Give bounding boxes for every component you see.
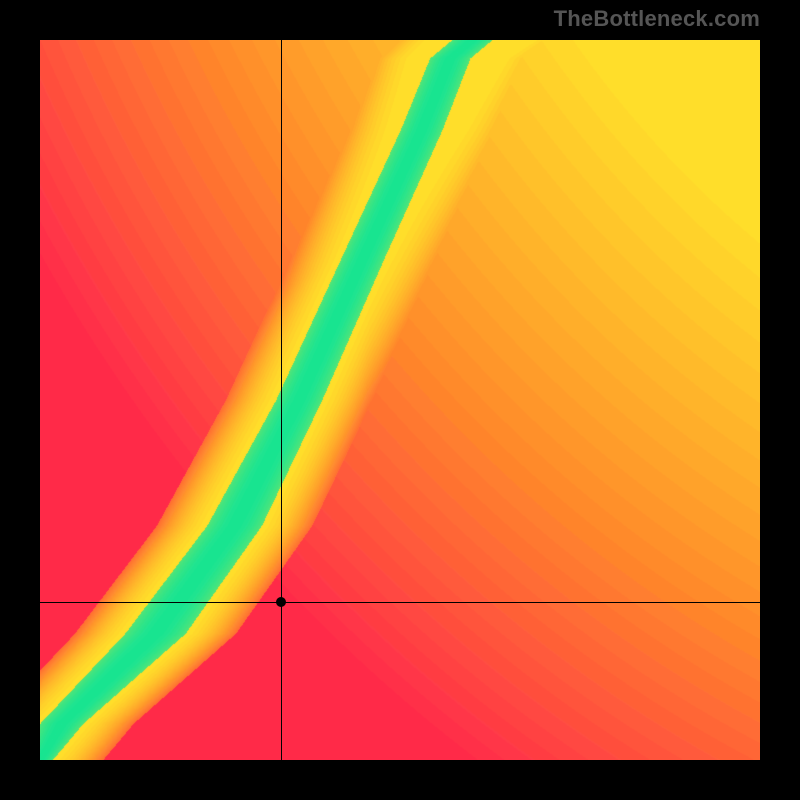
crosshair-marker — [276, 597, 286, 607]
plot-area — [40, 40, 760, 760]
heatmap-canvas — [40, 40, 760, 760]
chart-container: TheBottleneck.com — [0, 0, 800, 800]
crosshair-horizontal — [40, 602, 760, 603]
watermark-text: TheBottleneck.com — [554, 6, 760, 32]
crosshair-vertical — [281, 40, 282, 760]
